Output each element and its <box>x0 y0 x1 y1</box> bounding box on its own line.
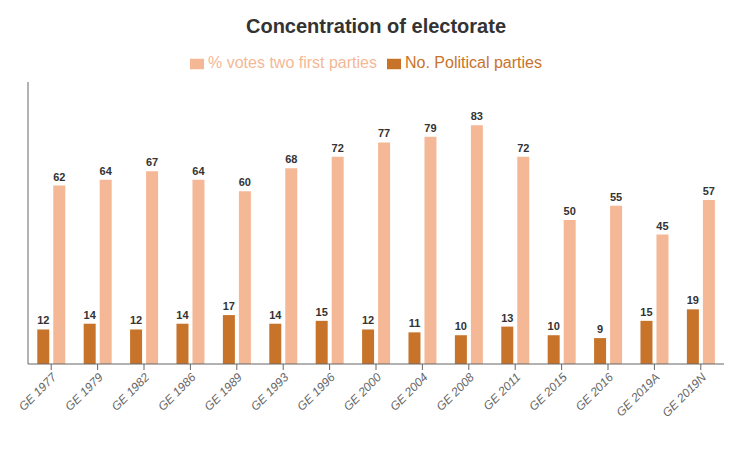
svg-text:12: 12 <box>362 314 374 326</box>
svg-text:GE 1986: GE 1986 <box>155 370 199 414</box>
svg-text:GE 2019N: GE 2019N <box>659 370 709 420</box>
svg-text:GE 2004: GE 2004 <box>387 370 431 414</box>
svg-text:62: 62 <box>53 171 65 183</box>
html-text:No. Political parties: No. Political parties <box>405 54 542 71</box>
svg-text:72: 72 <box>517 142 529 154</box>
svg-text:GE 2016: GE 2016 <box>573 370 617 414</box>
svg-text:GE 1993: GE 1993 <box>248 370 292 414</box>
svg-text:15: 15 <box>316 306 328 318</box>
svg-text:GE 1982: GE 1982 <box>109 370 153 414</box>
html-text:Concentration of electorate: Concentration of electorate <box>246 15 506 37</box>
svg-text:60: 60 <box>239 176 251 188</box>
html-text:% votes two first parties: % votes two first parties <box>208 54 377 71</box>
svg-text:45: 45 <box>656 220 668 232</box>
svg-text:17: 17 <box>223 300 235 312</box>
svg-text:55: 55 <box>610 191 622 203</box>
svg-text:12: 12 <box>130 314 142 326</box>
svg-text:57: 57 <box>703 185 715 197</box>
svg-text:GE 1996: GE 1996 <box>294 370 338 414</box>
svg-text:GE 2000: GE 2000 <box>341 370 385 414</box>
svg-text:14: 14 <box>269 309 282 321</box>
svg-text:9: 9 <box>597 323 603 335</box>
svg-text:13: 13 <box>501 312 513 324</box>
svg-text:83: 83 <box>471 110 483 122</box>
svg-text:68: 68 <box>285 153 297 165</box>
svg-text:79: 79 <box>424 122 436 134</box>
svg-text:10: 10 <box>455 320 467 332</box>
svg-text:67: 67 <box>146 156 158 168</box>
svg-text:GE 2011: GE 2011 <box>481 370 524 413</box>
svg-text:12: 12 <box>37 314 49 326</box>
svg-text:GE 2019A: GE 2019A <box>613 370 662 419</box>
svg-text:50: 50 <box>564 205 576 217</box>
svg-text:GE 2015: GE 2015 <box>526 370 570 414</box>
svg-text:19: 19 <box>687 294 699 306</box>
svg-text:GE 1977: GE 1977 <box>16 369 60 413</box>
svg-text:GE 1979: GE 1979 <box>62 370 106 414</box>
svg-text:72: 72 <box>332 142 344 154</box>
svg-text:GE 2008: GE 2008 <box>434 370 478 414</box>
svg-text:64: 64 <box>100 165 113 177</box>
svg-text:15: 15 <box>640 306 652 318</box>
svg-text:10: 10 <box>548 320 560 332</box>
svg-text:64: 64 <box>192 165 205 177</box>
svg-text:11: 11 <box>409 317 421 329</box>
svg-text:14: 14 <box>176 309 189 321</box>
svg-text:GE 1989: GE 1989 <box>202 370 246 414</box>
svg-text:77: 77 <box>378 127 390 139</box>
svg-text:14: 14 <box>84 309 97 321</box>
